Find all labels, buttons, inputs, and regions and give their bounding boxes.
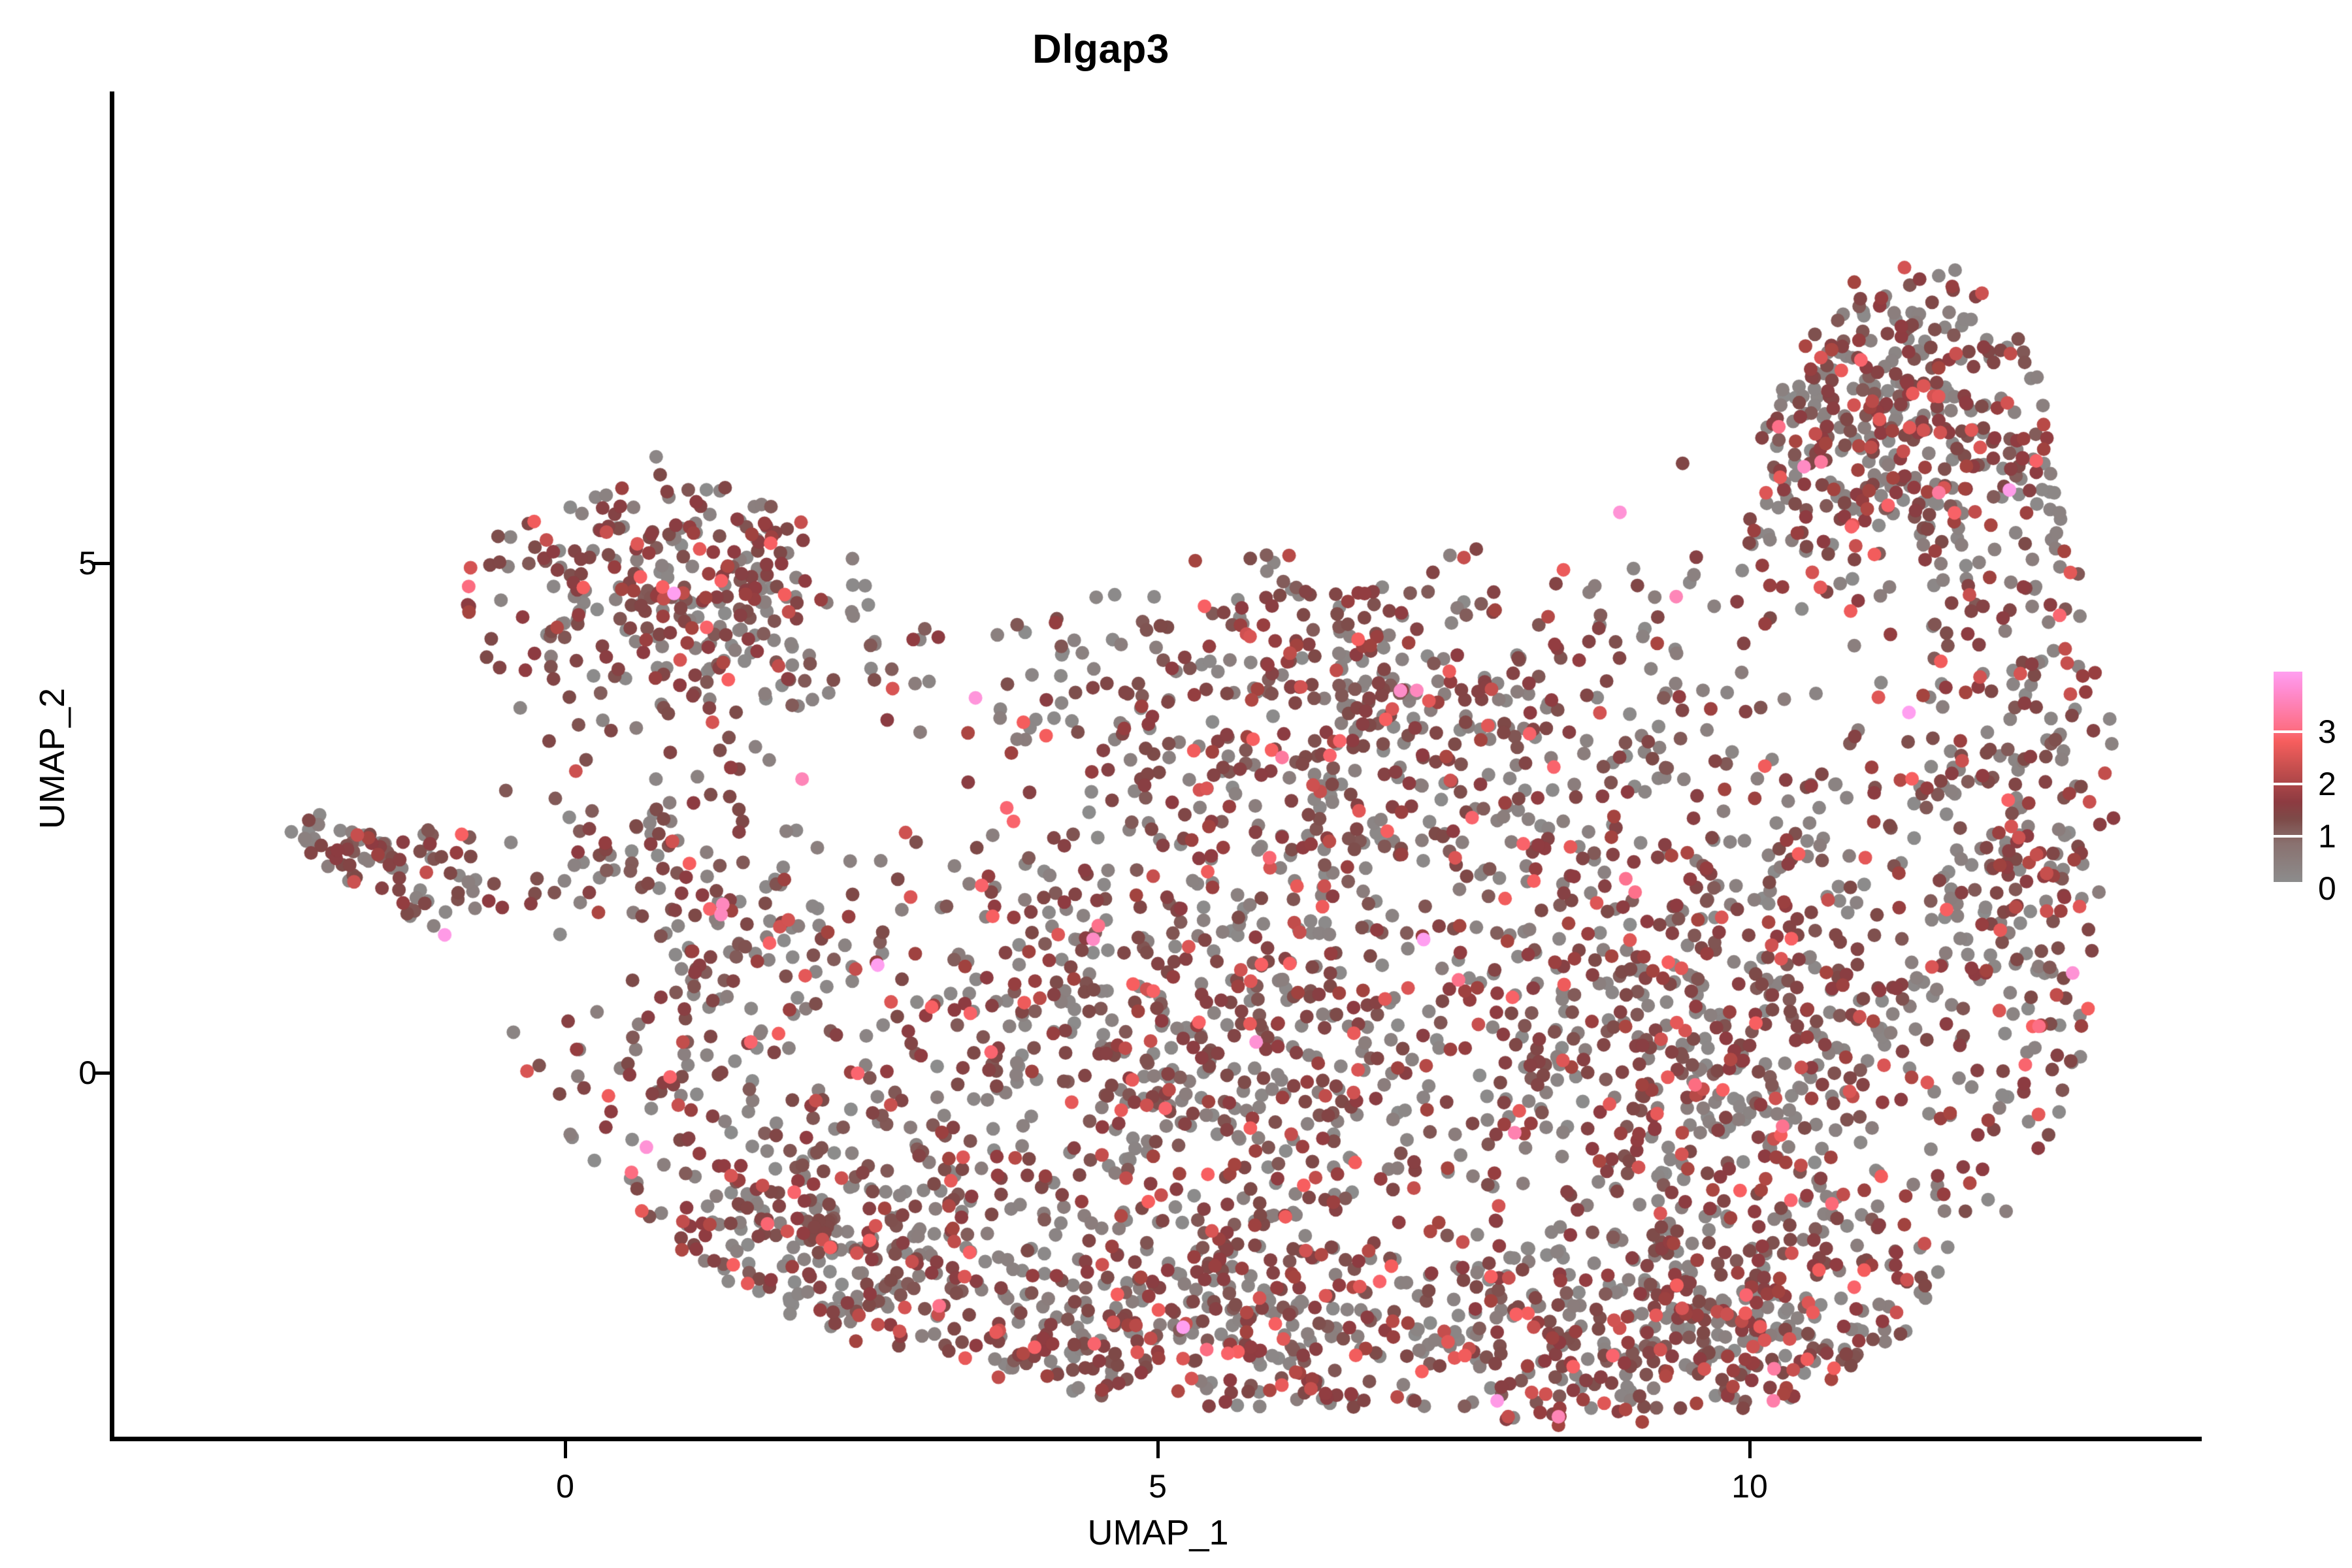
x-tick-label-0: 0 bbox=[556, 1468, 574, 1505]
legend-label-0: 0 bbox=[2318, 870, 2336, 907]
legend-label-3: 3 bbox=[2318, 713, 2336, 750]
scatter-points-layer bbox=[114, 91, 2202, 1439]
legend-tick-3 bbox=[2274, 730, 2302, 733]
x-tick-0 bbox=[564, 1441, 567, 1458]
page-title: Dlgap3 bbox=[1032, 27, 1169, 72]
legend-label-2: 2 bbox=[2318, 766, 2336, 802]
x-axis-title: UMAP_1 bbox=[1087, 1513, 1229, 1552]
y-axis-title: UMAP_2 bbox=[33, 687, 72, 830]
plot-panel bbox=[114, 91, 2202, 1439]
x-axis-line bbox=[110, 1437, 2202, 1441]
y-axis-line bbox=[110, 91, 114, 1441]
y-tick-label-5: 5 bbox=[78, 545, 97, 581]
y-tick-0 bbox=[93, 1071, 110, 1075]
legend-tick-0 bbox=[2274, 882, 2302, 885]
y-tick-label-0: 0 bbox=[78, 1054, 97, 1091]
legend-tick-2 bbox=[2274, 783, 2302, 785]
legend-label-1: 1 bbox=[2318, 818, 2336, 855]
x-tick-5 bbox=[1156, 1441, 1160, 1458]
x-tick-10 bbox=[1748, 1441, 1752, 1458]
y-tick-5 bbox=[93, 562, 110, 565]
legend-tick-1 bbox=[2274, 835, 2302, 838]
x-tick-label-10: 10 bbox=[1731, 1468, 1768, 1505]
x-tick-label-5: 5 bbox=[1149, 1468, 1167, 1505]
legend-colorbar bbox=[2274, 672, 2302, 882]
color-legend: 3 2 1 0 bbox=[2274, 666, 2352, 915]
